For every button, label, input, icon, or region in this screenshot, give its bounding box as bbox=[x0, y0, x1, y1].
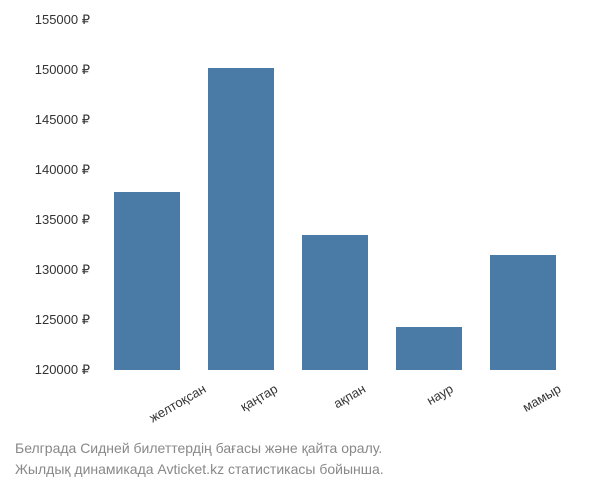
y-tick-label: 155000 ₽ bbox=[35, 12, 90, 28]
y-tick-label: 150000 ₽ bbox=[35, 62, 90, 78]
bar bbox=[302, 235, 368, 370]
x-tick-label: желтоқсан bbox=[147, 381, 209, 425]
x-tick-label: ақпан bbox=[331, 381, 368, 411]
y-tick-label: 120000 ₽ bbox=[35, 362, 90, 378]
y-tick-label: 125000 ₽ bbox=[35, 312, 90, 328]
bar bbox=[114, 192, 180, 370]
plot-area bbox=[100, 20, 570, 370]
bar bbox=[490, 255, 556, 370]
y-tick-label: 140000 ₽ bbox=[35, 162, 90, 178]
x-tick-label: наур bbox=[424, 381, 456, 408]
y-tick-label: 135000 ₽ bbox=[35, 212, 90, 228]
y-tick-label: 130000 ₽ bbox=[35, 262, 90, 278]
x-tick-label: қаңтар bbox=[238, 381, 280, 414]
caption-line-2: Жылдық динамикада Avticket.kz статистика… bbox=[15, 459, 585, 480]
caption-line-1: Белграда Сидней билеттердің бағасы және … bbox=[15, 438, 585, 459]
x-axis: желтоқсан қаңтар ақпан наур мамыр bbox=[100, 372, 570, 422]
y-tick-label: 145000 ₽ bbox=[35, 112, 90, 128]
bar bbox=[208, 68, 274, 370]
bar bbox=[396, 327, 462, 370]
price-chart: 120000 ₽ 125000 ₽ 130000 ₽ 135000 ₽ 140000 ₽… bbox=[15, 10, 585, 430]
x-tick-label: мамыр bbox=[520, 381, 564, 415]
y-axis: 120000 ₽125000 ₽130000 ₽135000 ₽140000 ₽… bbox=[15, 20, 95, 370]
chart-caption: Белграда Сидней билеттердің бағасы және … bbox=[15, 438, 585, 480]
